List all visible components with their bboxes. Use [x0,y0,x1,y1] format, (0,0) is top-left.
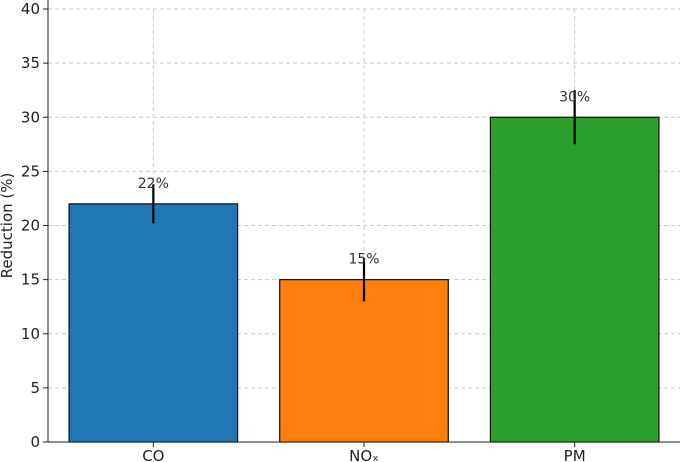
data-label-2: 15% [348,252,379,268]
x-tick-label: CO [142,447,164,462]
data-label-1: 22% [138,176,169,192]
y-tick-label: 40 [21,0,40,18]
x-tick-label: NOₓ [349,447,379,462]
axes: 0 5 10 15 20 25 30 35 40 CO NOₓ PM [21,0,680,462]
y-tick-label: 15 [21,271,40,289]
y-tick-label: 5 [30,379,40,397]
bar-1 [68,203,239,443]
bar-3 [489,116,660,443]
y-tick-label: 35 [21,54,40,72]
data-label-3: 30% [559,89,590,105]
x-tick-label: PM [564,447,586,462]
bars: 22% 15% 30% [68,89,660,443]
y-tick-label: 20 [21,217,40,235]
y-axis-title: Reduction (%) [0,173,16,279]
y-tick-label: 30 [21,108,40,126]
y-tick-label: 25 [21,162,40,180]
bar-2 [279,279,449,443]
y-tick-label: 0 [30,433,40,451]
y-tick-label: 10 [21,325,40,343]
